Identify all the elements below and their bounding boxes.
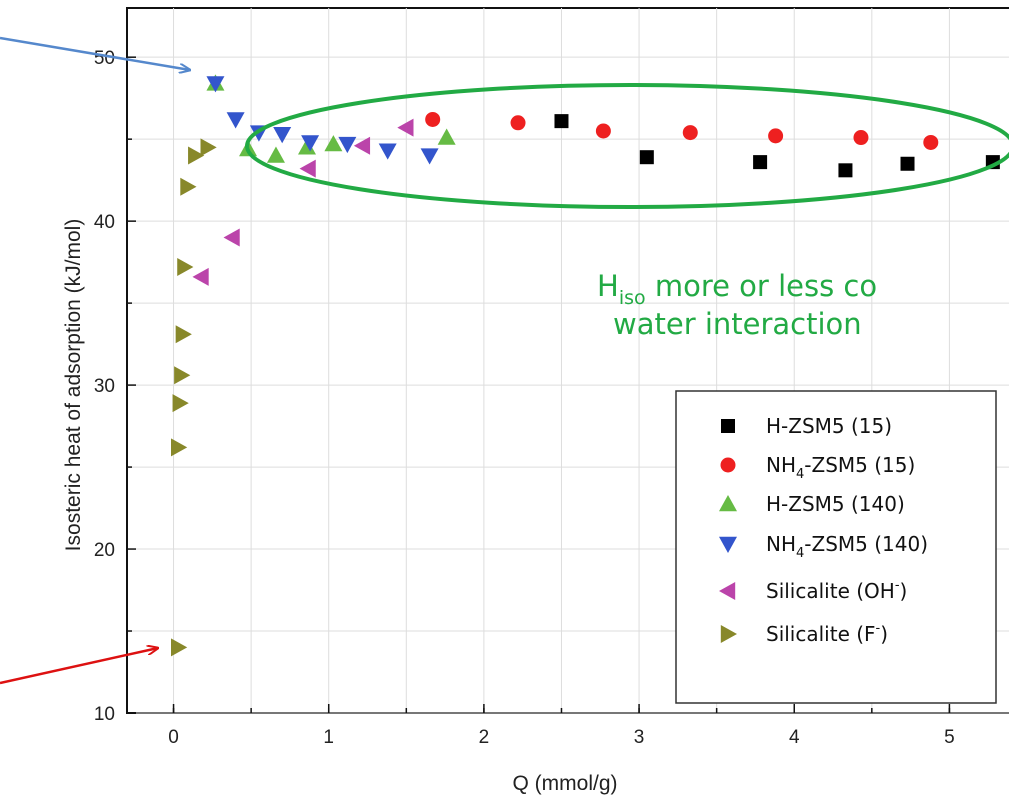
data-point [298,138,316,155]
legend-marker [719,536,737,553]
data-point [171,638,188,657]
annotation-prefix: H [597,269,619,303]
data-point [324,135,343,152]
tick-labels: 0 1 2 3 4 5 10 20 30 40 50 [94,48,955,748]
legend-label: Silicalite (F-) [766,621,888,646]
y-tick-label: 50 [94,48,115,69]
data-point [853,130,869,146]
data-point [192,267,209,286]
legend-label: Silicalite (OH-) [766,578,907,603]
data-point [338,136,357,154]
x-tick-label: 1 [323,727,334,748]
data-point [420,148,439,165]
data-point [223,228,240,247]
data-point [437,128,456,145]
legend-label: H-ZSM5 (15) [766,414,892,438]
legend-marker [720,457,736,473]
data-point [838,163,853,178]
data-point [900,156,915,171]
data-point [174,366,191,385]
data-point [172,394,189,413]
data-point [299,159,316,178]
y-tick-label: 20 [94,540,115,561]
y-tick-label: 30 [94,376,115,397]
x-tick-label: 5 [944,727,955,748]
data-point [753,155,768,170]
data-point [397,118,414,137]
data-point [378,143,397,160]
data-point [171,438,188,457]
annotation-line-2: water interaction [613,307,862,341]
x-axis-title: Q (mmol/g) [513,772,618,795]
legend-marker [719,495,737,512]
legend: H-ZSM5 (15) NH4-ZSM5 (15) H-ZSM5 (140) NH4-… [719,414,928,646]
x-tick-label: 0 [168,727,179,748]
x-tick-label: 3 [634,727,645,748]
legend-marker [721,419,735,433]
data-point [639,150,654,165]
red-arrow [0,648,158,685]
annotation-subscript: iso [619,287,646,309]
data-point [206,76,225,93]
data-point [175,325,192,344]
data-point [266,146,285,163]
data-point [768,128,784,144]
data-point [510,115,526,131]
legend-label: H-ZSM5 (140) [766,492,905,516]
y-axis-title: Isosteric heat of adsorption (kJ/mol) [62,219,85,552]
data-point [682,125,698,141]
annotation-line-1: Hiso more or less co [597,269,877,309]
data-point [188,146,205,165]
data-point [200,138,217,157]
legend-label: NH4-ZSM5 (15) [766,453,915,482]
data-point [554,114,569,129]
annotation-rest: more or less co [646,269,877,303]
x-tick-label: 4 [789,727,800,748]
data-point [273,127,292,144]
data-point [177,258,194,277]
data-point [226,112,245,129]
blue-arrow [0,36,190,70]
legend-marker [719,582,736,600]
ticks [127,56,951,714]
data-point [923,134,939,150]
data-point [425,111,441,127]
legend-label: NH4-ZSM5 (140) [766,532,928,561]
y-tick-label: 10 [94,704,115,725]
data-point [301,135,320,152]
data-point [595,123,611,139]
y-tick-label: 40 [94,212,115,233]
x-tick-label: 2 [479,727,490,748]
data-point [353,136,371,155]
highlight-ellipse [245,83,1009,209]
legend-marker [720,625,737,643]
data-point [180,177,197,196]
